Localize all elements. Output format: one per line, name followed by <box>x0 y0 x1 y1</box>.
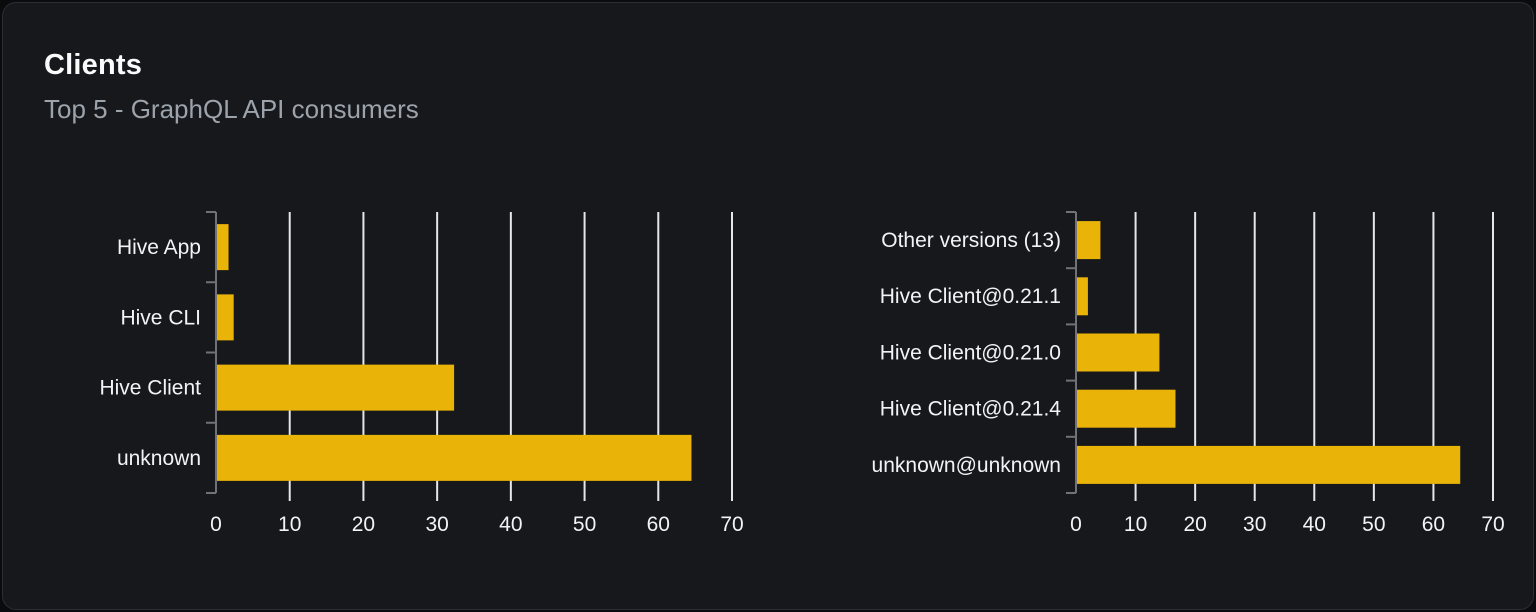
x-tick-label: 60 <box>647 513 670 536</box>
x-tick-label: 0 <box>210 513 222 536</box>
chart-bar <box>217 364 455 411</box>
category-label: Other versions (13) <box>881 229 1061 252</box>
x-tick-label: 30 <box>425 513 448 536</box>
x-tick-label: 20 <box>352 513 375 536</box>
page-subtitle: Top 5 - GraphQL API consumers <box>44 94 419 124</box>
x-tick-label: 50 <box>1362 513 1385 536</box>
clients-by-version-chart: Other versions (13) Hive Client@0.21.1 Hiv… <box>872 211 1505 536</box>
category-label: unknown <box>117 447 201 470</box>
x-tick-label: 0 <box>1070 513 1082 536</box>
chart-bar <box>1077 389 1176 428</box>
x-tick-label: 10 <box>1124 513 1147 536</box>
chart-bar <box>1077 333 1160 372</box>
category-label: Hive Client@0.21.0 <box>880 341 1061 364</box>
chart-bar <box>217 224 229 271</box>
x-tick-label: 70 <box>720 513 743 536</box>
x-tick-label: 40 <box>499 513 522 536</box>
x-tick-label: 50 <box>573 513 596 536</box>
x-tick-label: 30 <box>1243 513 1266 536</box>
chart-bar <box>1077 445 1461 484</box>
category-label: unknown@unknown <box>872 454 1061 477</box>
page-title: Clients <box>44 49 143 81</box>
chart-bar <box>217 294 234 341</box>
x-tick-label: 10 <box>278 513 301 536</box>
category-label: Hive App <box>117 236 201 259</box>
chart-bar <box>1077 277 1088 316</box>
category-label: Hive Client <box>99 377 201 400</box>
category-label: Hive Client@0.21.1 <box>880 285 1061 308</box>
category-label: Hive Client@0.21.4 <box>880 398 1062 421</box>
category-label: Hive CLI <box>120 306 201 329</box>
clients-by-name-chart: Hive App Hive CLI Hive Client unknown 0 10 20 3… <box>99 211 744 536</box>
card-header: Clients Top 5 - GraphQL API consumers <box>44 49 419 125</box>
x-tick-label: 60 <box>1422 513 1445 536</box>
x-tick-label: 40 <box>1303 513 1326 536</box>
x-tick-label: 20 <box>1183 513 1206 536</box>
chart-bar <box>217 434 692 481</box>
x-tick-label: 70 <box>1481 513 1504 536</box>
chart-bar <box>1077 221 1101 260</box>
